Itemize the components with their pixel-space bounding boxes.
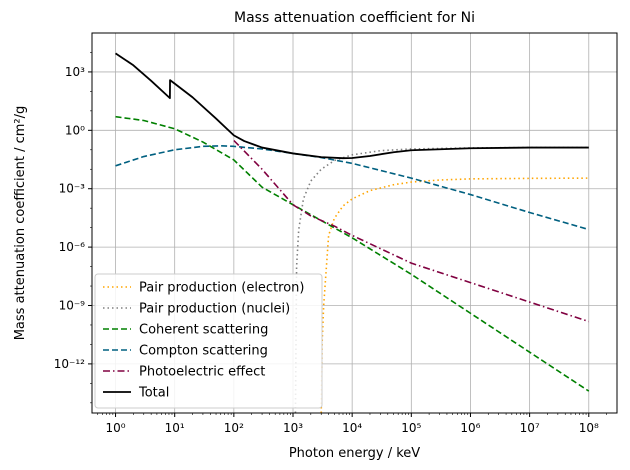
y-tick-label: 10⁰ [65,123,85,137]
series-line-pair-production-electron [320,177,589,413]
legend: Pair production (electron) Pair productio… [94,273,323,409]
series-layer [115,52,590,413]
grid-layer [92,33,617,413]
y-axis-label: Mass attenuation coefficient / cm²/g [13,106,28,341]
x-axis-label: Photon energy / keV [289,446,420,461]
x-tick-label: 10² [224,421,244,435]
chart-title: Mass attenuation coefficient for Ni [234,10,475,26]
legend-label: Photoelectric effect [139,365,265,380]
tick-layer: 10⁰ 10¹ 10² 10³ 10⁴ 10⁵ 10⁶ 10⁷ 10⁸ 10⁻¹² 10⁻⁹ 10⁻⁶… [54,52,607,435]
series-line-total [115,52,589,160]
series-line-coherent-scattering [115,115,590,392]
x-tick-label: 10⁶ [460,421,480,435]
legend-label: Compton scattering [139,344,268,359]
series-line-photoelectric-effect [233,139,590,323]
plot-frame [91,32,618,414]
x-tick-label: 10¹ [165,421,185,435]
x-tick-label: 10³ [283,421,303,435]
legend-label: Total [138,386,169,401]
x-tick-label: 10⁷ [520,421,540,435]
x-tick-label: 10⁵ [401,421,421,435]
legend-label: Coherent scattering [139,323,268,338]
y-tick-label: 10⁻⁹ [59,299,86,313]
x-tick-label: 10⁴ [342,421,362,435]
y-tick-label: 10⁻³ [59,182,86,196]
legend-box [94,273,323,409]
x-tick-label: 10⁰ [105,421,125,435]
x-tick-label: 10⁸ [579,421,599,435]
y-tick-label: 10³ [65,65,85,79]
legend-label: Pair production (nuclei) [139,302,290,317]
y-tick-label: 10⁻⁶ [59,240,86,254]
legend-label: Pair production (electron) [139,281,305,296]
y-tick-label: 10⁻¹² [54,357,85,371]
